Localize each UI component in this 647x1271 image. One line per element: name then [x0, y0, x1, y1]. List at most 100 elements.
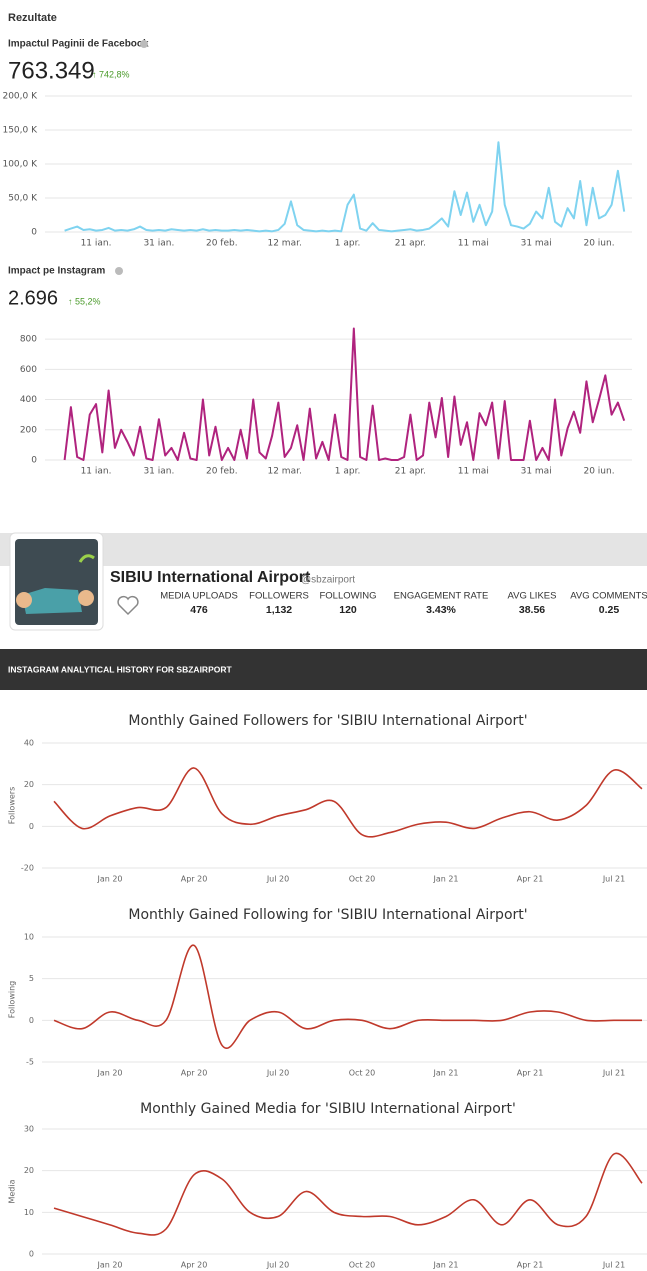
stat-label: FOLLOWING — [319, 591, 376, 602]
x-tick-label: 21 apr. — [395, 467, 426, 477]
chart-title: Impact pe Instagram — [8, 266, 105, 277]
x-tick-label: Jan 20 — [96, 875, 122, 884]
stat-label: AVG COMMENTS — [570, 591, 647, 602]
x-tick-label: Apr 20 — [181, 1069, 208, 1078]
y-axis-title: Media — [8, 1179, 17, 1203]
y-tick-label: 600 — [20, 365, 37, 375]
total-value: 763.349 — [8, 57, 95, 84]
x-tick-label: Jul 20 — [266, 875, 289, 884]
profile-name: SIBIU International Airport — [110, 569, 311, 586]
x-tick-label: 31 mai — [521, 467, 552, 477]
avatar-hand — [78, 590, 94, 606]
y-tick-label: 20 — [24, 1166, 34, 1175]
x-tick-label: Jul 20 — [266, 1069, 289, 1078]
x-tick-label: 31 ian. — [143, 239, 174, 249]
x-tick-label: 20 iun. — [583, 467, 614, 477]
chart-title: Monthly Gained Following for 'SIBIU Inte… — [128, 907, 527, 923]
banner-title: INSTAGRAM ANALYTICAL HISTORY FOR SBZAIRP… — [8, 664, 232, 674]
x-tick-label: 12 mar. — [267, 467, 301, 477]
stat-value: 38.56 — [519, 604, 545, 616]
x-tick-label: 11 mai — [458, 467, 489, 477]
x-tick-label: 31 ian. — [143, 467, 174, 477]
x-tick-label: Apr 21 — [517, 1069, 544, 1078]
y-tick-label: 10 — [24, 1208, 34, 1217]
stat-value: 476 — [190, 604, 208, 616]
x-tick-label: Jan 20 — [96, 1069, 122, 1078]
x-tick-label: 21 apr. — [395, 239, 426, 249]
x-tick-label: Oct 20 — [349, 1261, 376, 1270]
x-tick-label: 1 apr. — [335, 239, 361, 249]
page-canvas: Rezultate Impactul Paginii de Facebook 7… — [0, 0, 647, 1271]
x-tick-label: Jul 21 — [602, 1261, 625, 1270]
like-button[interactable] — [118, 597, 138, 614]
x-tick-label: Apr 20 — [181, 875, 208, 884]
avatar-hand — [16, 592, 32, 608]
data-line — [65, 329, 625, 460]
y-tick-label: 100,0 K — [2, 160, 38, 170]
x-tick-label: 1 apr. — [335, 467, 361, 477]
x-tick-label: Apr 21 — [517, 1261, 544, 1270]
x-tick-label: 20 feb. — [206, 467, 238, 477]
y-tick-label: 0 — [31, 228, 37, 238]
x-tick-label: 31 mai — [521, 239, 552, 249]
page: Rezultate Impactul Paginii de Facebook 7… — [0, 0, 647, 1271]
x-tick-label: 20 iun. — [583, 239, 614, 249]
profile-stats: MEDIA UPLOADS 476 FOLLOWERS 1,132 FOLLOWING 1… — [160, 591, 647, 616]
y-tick-label: -5 — [26, 1058, 34, 1067]
y-tick-label: 40 — [24, 739, 34, 748]
y-tick-label: 800 — [20, 335, 37, 345]
stat-value: 120 — [339, 604, 357, 616]
y-tick-label: 50,0 K — [8, 194, 38, 204]
y-tick-label: 200,0 K — [2, 92, 38, 102]
y-tick-label: 0 — [29, 1016, 34, 1025]
x-tick-label: Jan 21 — [432, 875, 458, 884]
change-label: ↑ 55,2% — [68, 296, 101, 306]
data-line — [54, 1153, 642, 1235]
x-tick-label: Jul 21 — [602, 1069, 625, 1078]
stat-value: 1,132 — [266, 604, 292, 616]
section-title: Rezultate — [8, 12, 57, 24]
x-tick-label: 11 ian. — [81, 239, 112, 249]
info-icon[interactable] — [140, 40, 148, 48]
x-tick-label: Jan 21 — [432, 1261, 458, 1270]
data-line — [65, 142, 625, 231]
x-tick-label: Jan 21 — [432, 1069, 458, 1078]
x-tick-label: Jul 21 — [602, 875, 625, 884]
y-tick-label: 20 — [24, 780, 34, 789]
y-tick-label: 0 — [29, 1250, 34, 1259]
stat-label: MEDIA UPLOADS — [160, 591, 238, 602]
y-tick-label: 400 — [20, 395, 37, 405]
stat-label: AVG LIKES — [508, 591, 557, 602]
chart-title: Monthly Gained Followers for 'SIBIU Inte… — [128, 713, 527, 729]
x-tick-label: Jul 20 — [266, 1261, 289, 1270]
info-icon[interactable] — [115, 267, 123, 275]
x-tick-label: Apr 21 — [517, 875, 544, 884]
y-tick-label: 150,0 K — [2, 126, 38, 136]
x-tick-label: 11 mai — [458, 239, 489, 249]
y-tick-label: 10 — [24, 933, 34, 942]
x-tick-label: Apr 20 — [181, 1261, 208, 1270]
stat-value: 3.43% — [426, 604, 456, 616]
change-label: ↑ 742,8% — [92, 69, 130, 79]
chart-title: Impactul Paginii de Facebook — [8, 39, 149, 50]
y-tick-label: 0 — [29, 822, 34, 831]
stat-label: FOLLOWERS — [249, 591, 309, 602]
x-tick-label: 12 mar. — [267, 239, 301, 249]
x-tick-label: Jan 20 — [96, 1261, 122, 1270]
stat-value: 0.25 — [599, 604, 620, 616]
y-tick-label: 30 — [24, 1125, 34, 1134]
y-tick-label: 5 — [29, 974, 34, 983]
y-tick-label: -20 — [21, 864, 34, 873]
x-tick-label: Oct 20 — [349, 875, 376, 884]
x-tick-label: 11 ian. — [81, 467, 112, 477]
chart-title: Monthly Gained Media for 'SIBIU Internat… — [140, 1101, 516, 1117]
profile-handle: @sbzairport — [301, 575, 355, 586]
x-tick-label: 20 feb. — [206, 239, 238, 249]
stat-label: ENGAGEMENT RATE — [394, 591, 489, 602]
y-axis-title: Followers — [8, 787, 17, 824]
y-tick-label: 200 — [20, 425, 37, 435]
x-tick-label: Oct 20 — [349, 1069, 376, 1078]
data-line — [54, 945, 642, 1048]
y-axis-title: Following — [8, 981, 17, 1018]
total-value: 2.696 — [8, 287, 58, 309]
